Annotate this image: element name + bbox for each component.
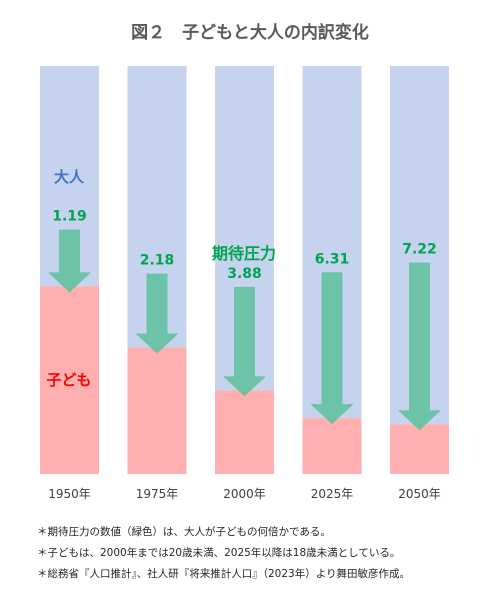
note-2: ＊子どもは、2000年までは20歳未満、2025年以降は18歳未満としている。: [37, 547, 401, 559]
pressure-arrow-2: [223, 286, 266, 397]
value-labels: 1.19 2.18 3.88 6.31 7.22: [52, 209, 437, 282]
note-3: ＊総務省『人口推計』、社人研『将来推計人口』（2023年）より舞田敏彦作成。: [37, 568, 411, 580]
notes: ＊期待圧力の数値（緑色）は、大人が子どもの何倍かである。 ＊子どもは、2000年…: [37, 522, 497, 585]
pressure-value-1: 2.18: [140, 253, 175, 269]
pressure-arrow-1: [135, 273, 179, 354]
legend-adult-label: 大人: [54, 168, 85, 186]
pressure-arrows: [48, 229, 441, 431]
x-tick-labels: 1950年 1975年 2000年 2025年 2050年: [48, 487, 441, 501]
legend-child-label: 子ども: [46, 371, 91, 389]
pressure-arrow-4: [398, 262, 441, 431]
pressure-value-2: 3.88: [227, 266, 262, 282]
bar-child-1: [127, 347, 187, 474]
x-tick-0: 1950年: [48, 487, 91, 501]
pressure-value-4: 7.22: [402, 242, 437, 258]
bar-child-0: [40, 286, 99, 474]
chart: 図２ 子どもと大人の内訳変化 1.19 2.18 3.88 6.31 7.22 1950…: [40, 22, 449, 501]
x-tick-1: 1975年: [136, 487, 179, 501]
pressure-value-0: 1.19: [52, 209, 87, 225]
pressure-arrow-0: [48, 229, 91, 293]
x-tick-2: 2000年: [223, 487, 266, 501]
note-1: ＊期待圧力の数値（緑色）は、大人が子どもの何倍かである。: [37, 526, 331, 538]
x-tick-3: 2025年: [311, 487, 354, 501]
bar-child-4: [390, 424, 449, 474]
bar-child-2: [215, 390, 274, 474]
chart-title: 図２ 子どもと大人の内訳変化: [131, 22, 369, 43]
x-tick-4: 2050年: [398, 487, 441, 501]
pressure-arrow-3: [310, 272, 354, 425]
pressure-label: 期待圧力: [212, 244, 276, 263]
pressure-value-3: 6.31: [315, 251, 350, 267]
bar-child-3: [302, 418, 362, 474]
